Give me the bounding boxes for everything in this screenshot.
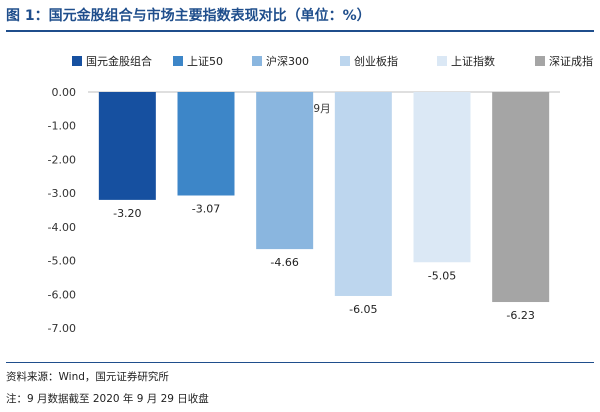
bar-5 bbox=[413, 92, 471, 263]
bar-chart: 国元金股组合 上证50 沪深300 创业板指 上证指数 深证成指 0.00 -1.00 -2.… bbox=[48, 54, 593, 335]
data-label: -6.23 bbox=[506, 309, 534, 322]
bar-3 bbox=[256, 92, 314, 250]
data-labels: -3.20 -3.07 -4.66 -6.05 -5.05 -6.23 bbox=[113, 203, 535, 323]
y-tick-label: -3.00 bbox=[48, 187, 76, 200]
legend-label: 上证指数 bbox=[451, 54, 495, 68]
y-tick-label: -1.00 bbox=[48, 120, 76, 133]
legend-swatch bbox=[340, 56, 350, 66]
y-tick-label: 0.00 bbox=[52, 86, 77, 99]
data-label: -5.05 bbox=[428, 269, 456, 282]
legend-swatch bbox=[252, 56, 262, 66]
legend: 国元金股组合 上证50 沪深300 创业板指 上证指数 深证成指 bbox=[72, 54, 593, 68]
y-tick-label: -5.00 bbox=[48, 255, 76, 268]
date-note: 注：9 月数据截至 2020 年 9 月 29 日收盘 bbox=[6, 393, 209, 405]
bars bbox=[98, 92, 550, 303]
bar-4 bbox=[334, 92, 392, 296]
legend-label: 创业板指 bbox=[354, 54, 398, 68]
y-axis: 0.00 -1.00 -2.00 -3.00 -4.00 -5.00 -6.00 -7.00 bbox=[48, 86, 560, 335]
legend-label: 深证成指 bbox=[549, 54, 593, 68]
data-label: -3.07 bbox=[192, 203, 220, 216]
data-label: -4.66 bbox=[270, 256, 298, 269]
y-tick-label: -7.00 bbox=[48, 322, 76, 335]
legend-label: 沪深300 bbox=[266, 54, 309, 68]
y-tick-label: -4.00 bbox=[48, 221, 76, 234]
chart-title: 图 1：国元金股组合与市场主要指数表现对比（单位：%） bbox=[6, 8, 371, 24]
bar-1 bbox=[98, 92, 156, 200]
bar-6 bbox=[492, 92, 550, 303]
y-tick-label: -2.00 bbox=[48, 153, 76, 166]
legend-swatch bbox=[173, 56, 183, 66]
footer-divider bbox=[6, 362, 594, 363]
category-label: 9月 bbox=[313, 103, 330, 115]
data-label: -6.05 bbox=[349, 303, 377, 316]
data-label: -3.20 bbox=[113, 207, 141, 220]
title-divider bbox=[6, 30, 594, 32]
source-note: 资料来源：Wind，国元证券研究所 bbox=[6, 371, 169, 383]
bar-2 bbox=[177, 92, 235, 196]
legend-swatch bbox=[437, 56, 447, 66]
legend-swatch bbox=[72, 56, 82, 66]
legend-label: 国元金股组合 bbox=[86, 54, 152, 68]
y-tick-label: -6.00 bbox=[48, 288, 76, 301]
legend-swatch bbox=[535, 56, 545, 66]
legend-label: 上证50 bbox=[187, 55, 223, 68]
